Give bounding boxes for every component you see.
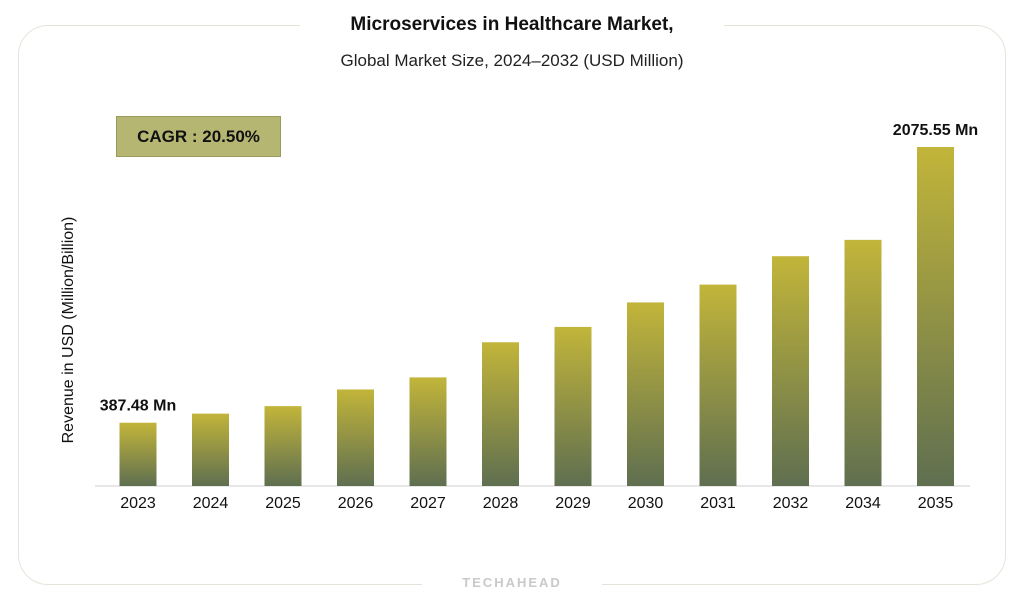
x-tick-2029: 2029 xyxy=(555,495,591,512)
bar-2032 xyxy=(772,256,809,486)
x-tick-2034: 2034 xyxy=(845,495,881,512)
x-tick-2024: 2024 xyxy=(193,495,229,512)
bar-2030 xyxy=(627,302,664,486)
bar-2026 xyxy=(337,389,374,486)
data-label-2023: 387.48 Mn xyxy=(100,398,176,415)
bar-2025 xyxy=(264,406,302,486)
cagr-badge: CAGR : 20.50% xyxy=(116,116,281,157)
x-tick-2027: 2027 xyxy=(410,495,446,512)
bar-2027 xyxy=(409,377,447,486)
chart-subtitle: Global Market Size, 2024–2032 (USD Milli… xyxy=(340,51,684,70)
bar-2028 xyxy=(482,342,519,486)
title-mask xyxy=(300,14,724,38)
bar-2034 xyxy=(844,239,882,486)
x-tick-2028: 2028 xyxy=(483,495,519,512)
x-tick-2032: 2032 xyxy=(773,495,809,512)
x-tick-2025: 2025 xyxy=(265,495,301,512)
x-tick-2035: 2035 xyxy=(918,495,954,512)
bar-2035 xyxy=(917,147,954,486)
bar-2029 xyxy=(554,326,592,486)
bar-2023 xyxy=(119,422,157,486)
brand-footer: TECHAHEAD xyxy=(462,575,562,590)
bar-2031 xyxy=(699,284,737,486)
data-label-2035: 2075.55 Mn xyxy=(893,122,978,139)
x-tick-2030: 2030 xyxy=(628,495,664,512)
x-tick-2031: 2031 xyxy=(700,495,736,512)
chart-title: Microservices in Healthcare Market, xyxy=(350,14,674,35)
x-tick-2023: 2023 xyxy=(120,495,156,512)
x-tick-2026: 2026 xyxy=(338,495,374,512)
footer-mask xyxy=(422,575,602,595)
bar-2024 xyxy=(192,413,229,486)
